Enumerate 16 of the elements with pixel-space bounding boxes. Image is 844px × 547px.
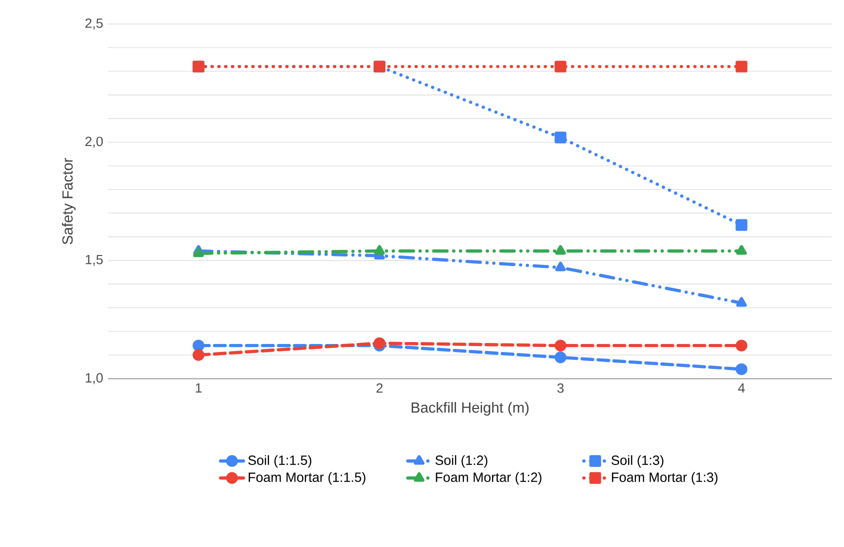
legend-label: Foam Mortar (1:2) xyxy=(436,472,542,485)
x-tick-label: 1 xyxy=(196,384,202,393)
legend-label: Foam Mortar (1:1.5) xyxy=(248,472,366,485)
legend-label: Foam Mortar (1:3) xyxy=(612,472,718,485)
x-tick-label: 2 xyxy=(376,384,383,393)
y-axis-title: Safety Factor xyxy=(62,158,76,244)
legend-label: Soil (1:3) xyxy=(611,455,664,468)
y-tick-label: 1,0 xyxy=(86,373,103,384)
legend-label: Soil (1:1.5) xyxy=(248,455,312,468)
x-tick-label: 3 xyxy=(557,384,564,393)
x-axis-title: Backfill Height (m) xyxy=(412,402,529,416)
y-tick-label: 2,0 xyxy=(85,136,103,148)
y-tick-label: 1,5 xyxy=(86,255,103,266)
y-tick-label: 2,5 xyxy=(85,18,103,30)
x-tick-label: 4 xyxy=(738,384,745,393)
legend-label: Soil (1:2) xyxy=(435,455,488,468)
